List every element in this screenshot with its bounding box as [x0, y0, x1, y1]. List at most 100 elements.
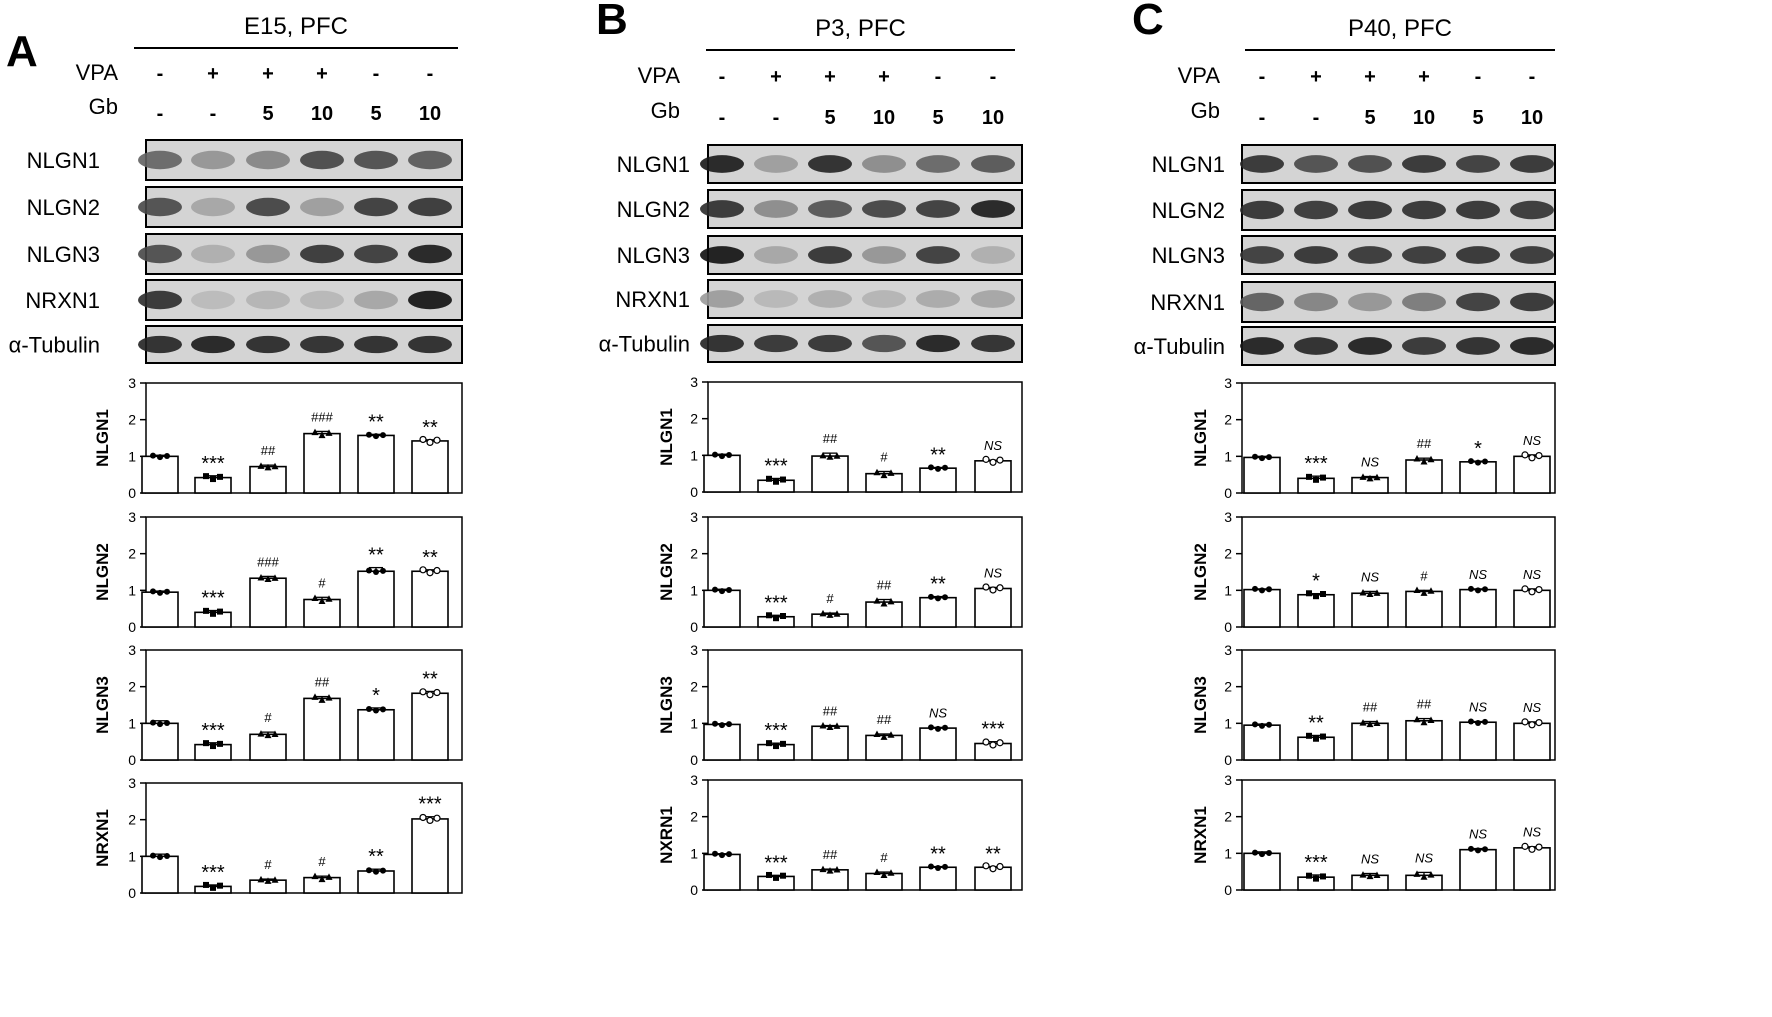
data-point	[157, 589, 163, 596]
blot-band	[754, 200, 798, 218]
significance-label: **	[422, 547, 438, 569]
significance-label: NS	[1361, 455, 1379, 470]
vpa-sign: +	[1364, 66, 1376, 88]
vpa-sign: -	[373, 63, 380, 85]
blot-band	[754, 290, 798, 308]
data-point	[1320, 733, 1326, 740]
blot-nlgn3: NLGN3	[27, 233, 463, 275]
data-point	[271, 876, 279, 883]
blot-band	[138, 197, 182, 217]
blot-membrane	[1241, 281, 1556, 323]
data-point	[1366, 872, 1374, 880]
data-point	[1259, 851, 1265, 858]
data-point	[380, 432, 386, 439]
significance-label: **	[985, 844, 1001, 866]
data-point	[982, 862, 990, 870]
y-tick-label: 3	[1224, 642, 1232, 658]
blot-membrane	[1241, 189, 1556, 231]
blot-nlgn3: NLGN3	[617, 235, 1023, 275]
bar-chart-nlgn1: 0 1 2 3 NLGN1 *** NS ## * NS	[1191, 375, 1556, 501]
blot-band	[916, 200, 960, 218]
y-tick-label: 2	[128, 546, 136, 562]
significance-label: NS	[1415, 850, 1433, 865]
blot-band	[700, 200, 744, 218]
plot-frame	[707, 381, 1023, 493]
blot-band	[1402, 337, 1446, 355]
data-point	[150, 588, 156, 595]
data-point	[257, 730, 265, 737]
significance-label: **	[422, 668, 438, 690]
data-point	[1313, 476, 1319, 483]
data-point	[257, 462, 265, 469]
blot-band	[246, 244, 290, 264]
significance-label: ***	[418, 794, 442, 816]
y-tick-label: 1	[690, 715, 698, 731]
data-point	[1259, 587, 1265, 594]
data-point	[1413, 870, 1421, 877]
significance-label: ##	[1417, 697, 1432, 712]
blot-band	[300, 197, 344, 217]
data-point	[880, 600, 888, 607]
significance-label: NS	[1523, 433, 1541, 448]
blot-band	[1348, 337, 1392, 355]
data-point	[203, 607, 209, 614]
bar	[249, 733, 287, 761]
panel-title: P40, PFC	[1348, 15, 1452, 42]
blot-band	[808, 290, 852, 308]
data-point	[419, 566, 427, 574]
data-point	[1366, 474, 1374, 482]
significance-label: **	[1308, 712, 1324, 734]
plot-frame	[1241, 516, 1556, 628]
data-point	[1266, 849, 1272, 856]
data-point	[1320, 474, 1326, 481]
y-tick-label: 1	[1224, 845, 1232, 861]
y-tick-label: 0	[128, 485, 136, 501]
data-point	[426, 816, 434, 825]
blot-nlgn3: NLGN3	[1152, 235, 1556, 275]
data-point	[1482, 846, 1488, 853]
blot-band	[1402, 246, 1446, 264]
y-tick-label: 0	[1224, 619, 1232, 635]
data-point	[325, 595, 333, 602]
data-point	[826, 723, 834, 730]
data-point	[887, 869, 895, 876]
data-point	[150, 719, 156, 726]
blot-band	[138, 150, 182, 170]
blot-nrxn1: NRXN1	[615, 279, 1023, 319]
blot-band	[191, 290, 235, 310]
significance-label: *	[1474, 438, 1482, 460]
gb-dose: -	[210, 103, 217, 125]
gb-dose: 5	[262, 103, 273, 125]
significance-label: #	[264, 710, 272, 725]
blot-band	[808, 334, 852, 353]
data-point	[1475, 847, 1481, 854]
data-point	[1313, 875, 1319, 882]
significance-label: #	[318, 575, 326, 590]
bar	[919, 596, 957, 628]
vpa-sign: +	[1310, 66, 1322, 88]
significance-label: ***	[1304, 852, 1328, 874]
data-point	[1252, 585, 1258, 592]
blot-membrane	[1241, 235, 1556, 275]
data-point	[996, 862, 1004, 871]
data-point	[366, 431, 372, 438]
vpa-label: VPA	[76, 60, 119, 85]
significance-label: **	[368, 411, 384, 433]
y-tick-label: 3	[690, 642, 698, 658]
data-point	[419, 813, 427, 822]
significance-label: ***	[201, 862, 225, 884]
data-point	[819, 722, 827, 729]
y-tick-label: 1	[1224, 582, 1232, 598]
data-point	[433, 688, 441, 697]
data-point	[989, 458, 997, 466]
significance-label: NS	[984, 438, 1002, 453]
data-point	[426, 438, 434, 446]
blot-band	[246, 150, 290, 170]
bar	[1351, 592, 1389, 628]
data-point	[935, 595, 941, 602]
blot-label: NLGN1	[27, 148, 100, 173]
data-point	[318, 597, 326, 604]
data-point	[833, 865, 841, 873]
